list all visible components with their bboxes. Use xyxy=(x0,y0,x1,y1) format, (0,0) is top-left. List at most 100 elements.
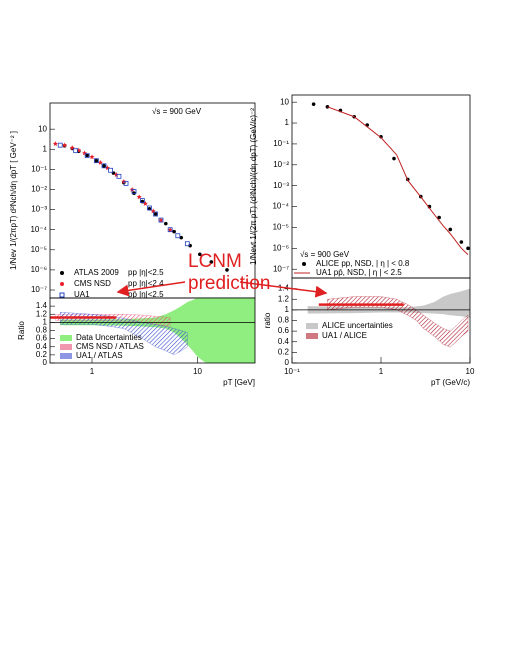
x-tick-label: 10⁻¹ xyxy=(284,367,300,376)
plot-area xyxy=(52,141,229,272)
point xyxy=(448,227,453,232)
point xyxy=(136,194,142,200)
y-tick-label: 10⁻³ xyxy=(273,181,289,190)
legend-selection: pp̄ |η|<2.5 xyxy=(128,290,164,299)
y-axis-label: 1/Nevt 1/(2π pT) (d²Nch)/(dη dpT) (GeV/c… xyxy=(249,108,258,265)
x-tick-label: 10 xyxy=(466,367,475,376)
y-tick-label: 10⁻⁴ xyxy=(30,225,47,234)
y-tick-label: 10⁻³ xyxy=(31,205,47,214)
y-tick-label: 0.4 xyxy=(278,337,290,346)
y-tick-label: 10 xyxy=(38,124,47,133)
point xyxy=(116,173,122,179)
point xyxy=(167,227,173,233)
legend-selection: pp |η|<2.4 xyxy=(128,279,164,288)
y-tick-label: 10⁻² xyxy=(31,185,47,194)
band xyxy=(60,312,188,356)
x-axis-label: pT [GeV] xyxy=(223,378,255,387)
point xyxy=(102,164,106,168)
point xyxy=(94,158,99,163)
point xyxy=(52,141,58,147)
point xyxy=(179,235,184,240)
legend-swatch xyxy=(60,344,72,350)
point xyxy=(85,153,89,158)
point xyxy=(97,159,103,165)
point xyxy=(62,142,68,148)
legend-label: ALICE pp, NSD, | η | < 0.8 xyxy=(316,259,410,268)
band xyxy=(307,288,470,318)
y-axis-label: ratio xyxy=(263,312,272,328)
legend-swatch xyxy=(306,333,318,339)
point xyxy=(379,134,383,139)
point xyxy=(209,260,214,264)
y-tick-label: 10⁻¹ xyxy=(273,139,289,148)
y-tick-label: 1.2 xyxy=(36,309,48,318)
point xyxy=(73,148,79,154)
point xyxy=(437,215,441,220)
band xyxy=(327,296,469,348)
point xyxy=(198,252,202,257)
x-tick-label: 10 xyxy=(193,367,202,376)
y-tick-label: 0 xyxy=(285,358,290,367)
legend-selection: pp |η|<2.5 xyxy=(128,268,164,277)
point xyxy=(158,217,164,223)
point xyxy=(158,217,164,223)
y-tick-label: 0.8 xyxy=(36,326,48,335)
legend-label: CMS NSD / ATLAS xyxy=(76,342,144,351)
legend-label: Data Uncertainties xyxy=(76,333,142,342)
note: √s = 900 GeV xyxy=(152,107,202,116)
legend-label: UA1 / ATLAS xyxy=(76,351,123,360)
point xyxy=(184,241,190,247)
y-tick-label: 10⁻⁵ xyxy=(31,245,47,254)
point xyxy=(89,154,95,160)
y-tick-label: 0 xyxy=(43,358,48,367)
point xyxy=(311,102,316,106)
point xyxy=(82,150,88,156)
point xyxy=(167,227,173,233)
series-line xyxy=(327,106,469,255)
legend-swatch xyxy=(60,335,72,341)
point xyxy=(139,198,145,203)
y-tick-label: 10⁻² xyxy=(273,160,289,169)
y-tick-label: 10⁻⁶ xyxy=(31,265,47,274)
point xyxy=(172,229,176,234)
y-tick-label: 1.2 xyxy=(278,294,290,303)
arrow xyxy=(116,281,186,297)
point xyxy=(175,233,181,239)
legend-label: UA1 pp̄, NSD, | η | < 2.5 xyxy=(316,268,402,277)
legend-swatch xyxy=(306,323,318,329)
point xyxy=(101,163,107,169)
y-tick-label: 0.4 xyxy=(36,342,48,351)
point xyxy=(57,142,63,148)
x-tick-label: 1 xyxy=(379,367,384,376)
plot-area xyxy=(311,102,470,255)
legend-label: ALICE uncertainties xyxy=(322,321,393,330)
y-tick-label: 1 xyxy=(285,118,290,127)
legend-label: CMS NSD xyxy=(74,279,111,288)
plot-area xyxy=(292,288,470,348)
point xyxy=(142,201,148,206)
point xyxy=(108,167,113,173)
y-axis-label: Ratio xyxy=(17,321,26,340)
legend-label: UA1 / ALICE xyxy=(322,331,367,340)
annotation: LCNM xyxy=(188,251,242,272)
y-tick-label: 10⁻¹ xyxy=(31,164,47,173)
point xyxy=(466,246,470,251)
band xyxy=(60,298,255,363)
legend-swatch xyxy=(60,282,64,286)
point xyxy=(147,205,152,211)
y-tick-label: 10⁻⁶ xyxy=(273,243,289,252)
x-tick-label: 1 xyxy=(90,367,95,376)
point xyxy=(459,240,464,244)
y-tick-label: 0.6 xyxy=(36,334,48,343)
point xyxy=(163,221,168,226)
y-tick-label: 0.8 xyxy=(278,316,290,325)
point xyxy=(225,268,229,272)
y-tick-label: 10⁻⁴ xyxy=(272,202,289,211)
x-axis-label: pT (GeV/c) xyxy=(431,378,470,387)
legend-swatch xyxy=(59,292,65,298)
y-tick-label: 1 xyxy=(285,305,290,314)
y-tick-label: 10⁻⁵ xyxy=(273,223,289,232)
annotation: prediction xyxy=(188,273,270,294)
